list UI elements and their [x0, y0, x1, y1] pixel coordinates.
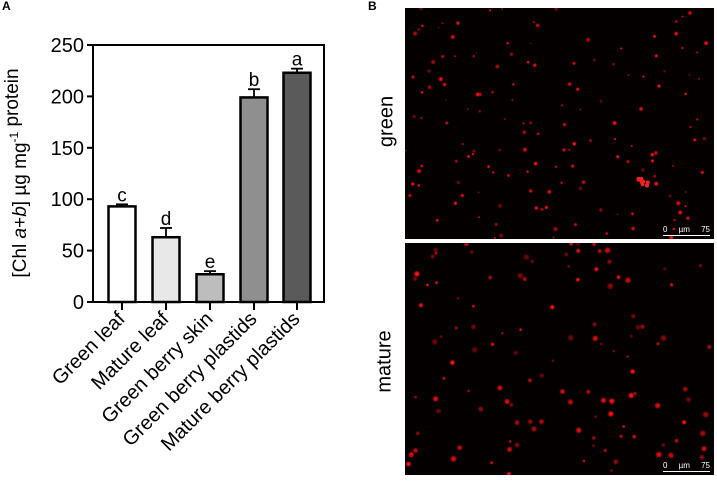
significance-letter: e — [205, 252, 216, 273]
scale-unit: µm — [678, 225, 690, 234]
bar — [107, 205, 137, 304]
significance-letter: b — [249, 70, 260, 91]
scale-line — [663, 235, 710, 236]
y-tick-label: 150 — [51, 138, 84, 160]
y-tick-label: 100 — [51, 189, 84, 211]
significance-letter: a — [292, 50, 303, 71]
significance-letter: d — [161, 209, 172, 230]
y-tick-label: 200 — [51, 86, 84, 108]
scale-end: 75 — [701, 461, 710, 470]
scale-bar-green: 0 µm 75 — [663, 225, 710, 236]
scale-start: 0 — [663, 461, 668, 470]
scale-unit: µm — [678, 461, 690, 470]
y-tick-label: 50 — [62, 241, 84, 263]
bar — [282, 71, 312, 304]
micrograph-mature: 0 µm 75 — [405, 243, 714, 475]
micrograph-label-green: green — [375, 95, 398, 148]
y-tick-label: 0 — [73, 292, 84, 314]
scale-bar-mature: 0 µm 75 — [663, 461, 710, 472]
bar-chart: 0 50 100 150 200 250 [Chl a+b] µg mg-1 protein… — [2, 35, 325, 456]
y-axis-label: [Chl a+b] µg mg-1 protein — [2, 68, 31, 277]
micrograph-label-mature: mature — [373, 330, 396, 393]
panel-b-label: B — [368, 0, 377, 13]
bar — [151, 235, 181, 304]
scale-line — [663, 471, 710, 472]
plastid-fluorescence-mature — [405, 243, 713, 475]
scale-end: 75 — [701, 225, 710, 234]
micrograph-green: 0 µm 75 — [405, 8, 714, 239]
significance-letter: c — [117, 185, 127, 206]
bar — [195, 272, 225, 304]
scale-start: 0 — [663, 225, 668, 234]
y-tick-label: 250 — [51, 35, 84, 57]
plastid-fluorescence-green — [405, 8, 709, 239]
panel-a-label: A — [2, 0, 11, 13]
bar — [239, 96, 269, 304]
